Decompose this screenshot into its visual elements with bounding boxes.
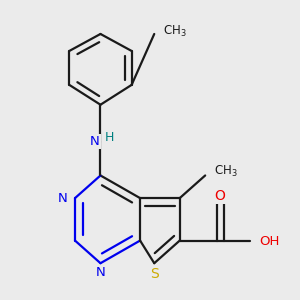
Text: N: N (96, 266, 105, 279)
Text: N: N (90, 135, 100, 148)
Text: CH$_3$: CH$_3$ (214, 164, 237, 179)
Text: CH$_3$: CH$_3$ (164, 24, 187, 39)
Text: S: S (150, 267, 159, 281)
Text: H: H (105, 131, 114, 145)
Text: N: N (58, 192, 68, 205)
Text: OH: OH (259, 236, 279, 248)
Text: O: O (214, 189, 226, 203)
